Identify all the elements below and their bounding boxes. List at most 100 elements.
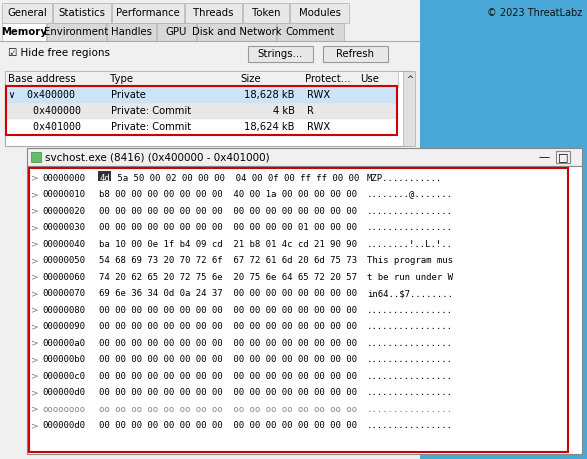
Text: Size: Size — [240, 74, 261, 84]
Text: >: > — [31, 240, 39, 249]
Text: 00 00 00 00 00 00 00 00  00 00 00 00 00 00 00 00: 00 00 00 00 00 00 00 00 00 00 00 00 00 0… — [99, 339, 357, 348]
Text: >: > — [31, 289, 39, 298]
Text: 18,628 kB: 18,628 kB — [245, 90, 295, 100]
Text: ........@.......: ........@....... — [367, 190, 453, 199]
Bar — [6, 86, 397, 135]
Text: Disk and Network: Disk and Network — [192, 27, 281, 37]
Text: 00000070: 00000070 — [42, 289, 85, 298]
Bar — [2, 3, 52, 23]
Bar — [290, 3, 349, 23]
Text: Protect...: Protect... — [305, 74, 350, 84]
Text: >: > — [31, 273, 39, 282]
Text: 00 00 00 00 00 00 00 00  00 00 00 00 00 00 00 00: 00 00 00 00 00 00 00 00 00 00 00 00 00 0… — [99, 306, 357, 315]
Text: 000000c0: 000000c0 — [42, 372, 85, 381]
Text: 69 6e 36 34 0d 0a 24 37  00 00 00 00 00 00 00 00: 69 6e 36 34 0d 0a 24 37 00 00 00 00 00 0… — [99, 289, 357, 298]
Text: Refresh: Refresh — [336, 49, 374, 59]
Bar — [5, 71, 410, 146]
Text: 00000080: 00000080 — [42, 306, 85, 315]
Bar — [243, 3, 289, 23]
Text: RWX: RWX — [307, 122, 330, 132]
Text: Private: Private — [111, 90, 146, 100]
Text: Comment: Comment — [286, 27, 335, 37]
Text: ................: ................ — [367, 388, 453, 397]
Text: Modules: Modules — [299, 8, 340, 18]
Bar — [403, 71, 415, 146]
Bar — [2, 23, 46, 41]
Text: >: > — [31, 322, 39, 331]
Bar — [420, 0, 587, 459]
Bar — [27, 166, 582, 454]
Text: 54 68 69 73 20 70 72 6f  67 72 61 6d 20 6d 75 73: 54 68 69 73 20 70 72 6f 67 72 61 6d 20 6… — [99, 256, 357, 265]
Text: □: □ — [558, 152, 568, 162]
Bar — [277, 23, 344, 41]
Text: >: > — [31, 223, 39, 232]
Bar — [29, 168, 568, 452]
Text: 00000060: 00000060 — [42, 273, 85, 282]
Text: 00 00 00 00 00 00 00 00  00 00 00 00 00 00 00 00: 00 00 00 00 00 00 00 00 00 00 00 00 00 0… — [99, 421, 357, 430]
Text: 000000d0: 000000d0 — [42, 421, 85, 430]
Bar — [53, 3, 111, 23]
Text: oo oo oo oo oo oo oo oo  oo oo oo oo oo oo oo oo: oo oo oo oo oo oo oo oo oo oo oo oo oo o… — [99, 405, 357, 414]
Text: >: > — [31, 388, 39, 397]
Text: ................: ................ — [367, 322, 453, 331]
Text: t be run under W: t be run under W — [367, 273, 453, 282]
Text: >: > — [31, 355, 39, 364]
Text: 5a 50 00 02 00 00 00  04 00 0f 00 ff ff 00 00: 5a 50 00 02 00 00 00 04 00 0f 00 ff ff 0… — [112, 174, 359, 183]
Text: 74 20 62 65 20 72 75 6e  20 75 6e 64 65 72 20 57: 74 20 62 65 20 72 75 6e 20 75 6e 64 65 7… — [99, 273, 357, 282]
Text: >: > — [31, 372, 39, 381]
Text: This program mus: This program mus — [367, 256, 453, 265]
Text: ................: ................ — [367, 339, 453, 348]
Text: >: > — [31, 174, 39, 183]
Text: ba 10 00 0e 1f b4 09 cd  21 b8 01 4c cd 21 90 90: ba 10 00 0e 1f b4 09 cd 21 b8 01 4c cd 2… — [99, 240, 357, 249]
Text: 18,624 kB: 18,624 kB — [245, 122, 295, 132]
Text: Environment: Environment — [44, 27, 109, 37]
Text: ∨  0x400000: ∨ 0x400000 — [9, 90, 75, 100]
Bar — [107, 23, 156, 41]
Text: 00000000: 00000000 — [42, 174, 85, 183]
Text: >: > — [31, 207, 39, 216]
Text: >: > — [31, 256, 39, 265]
Text: ........!..L.!..: ........!..L.!.. — [367, 240, 453, 249]
Bar — [27, 148, 582, 166]
Bar — [6, 119, 397, 135]
Text: 00000010: 00000010 — [42, 190, 85, 199]
Text: 00000030: 00000030 — [42, 223, 85, 232]
Text: oooooooo: oooooooo — [42, 405, 85, 414]
Bar — [112, 3, 184, 23]
Text: Strings...: Strings... — [257, 49, 303, 59]
Bar — [31, 152, 41, 162]
Bar — [0, 41, 420, 459]
Text: 00000040: 00000040 — [42, 240, 85, 249]
Text: ................: ................ — [367, 372, 453, 381]
Text: MZP...........: MZP........... — [367, 174, 442, 183]
Bar — [157, 23, 196, 41]
Text: svchost.exe (8416) (0x400000 - 0x401000): svchost.exe (8416) (0x400000 - 0x401000) — [45, 152, 269, 162]
Bar — [185, 3, 242, 23]
Text: Type: Type — [110, 74, 133, 84]
Bar — [6, 103, 397, 119]
Text: Use: Use — [360, 74, 379, 84]
Text: ................: ................ — [367, 207, 453, 216]
Text: 00 00 00 00 00 00 00 00  00 00 00 00 00 00 00 00: 00 00 00 00 00 00 00 00 00 00 00 00 00 0… — [99, 372, 357, 381]
Text: 00000050: 00000050 — [42, 256, 85, 265]
Bar — [98, 171, 111, 181]
Text: 00 00 00 00 00 00 00 00  00 00 00 00 00 00 00 00: 00 00 00 00 00 00 00 00 00 00 00 00 00 0… — [99, 355, 357, 364]
Bar — [5, 71, 398, 87]
Text: ................: ................ — [367, 405, 453, 414]
Text: in64..$7........: in64..$7........ — [367, 289, 453, 298]
Text: General: General — [7, 8, 47, 18]
Text: 00000090: 00000090 — [42, 322, 85, 331]
Text: Performance: Performance — [116, 8, 180, 18]
Text: —: — — [538, 152, 549, 162]
Text: Handles: Handles — [111, 27, 152, 37]
Bar — [6, 87, 397, 103]
Text: Token: Token — [252, 8, 280, 18]
Text: ................: ................ — [367, 421, 453, 430]
Bar — [248, 46, 313, 62]
Text: RWX: RWX — [307, 90, 330, 100]
Text: Base address: Base address — [8, 74, 76, 84]
Text: 0x401000: 0x401000 — [9, 122, 81, 132]
Text: 4 kB: 4 kB — [273, 106, 295, 116]
Text: 0x400000: 0x400000 — [9, 106, 81, 116]
Text: GPU: GPU — [166, 27, 187, 37]
